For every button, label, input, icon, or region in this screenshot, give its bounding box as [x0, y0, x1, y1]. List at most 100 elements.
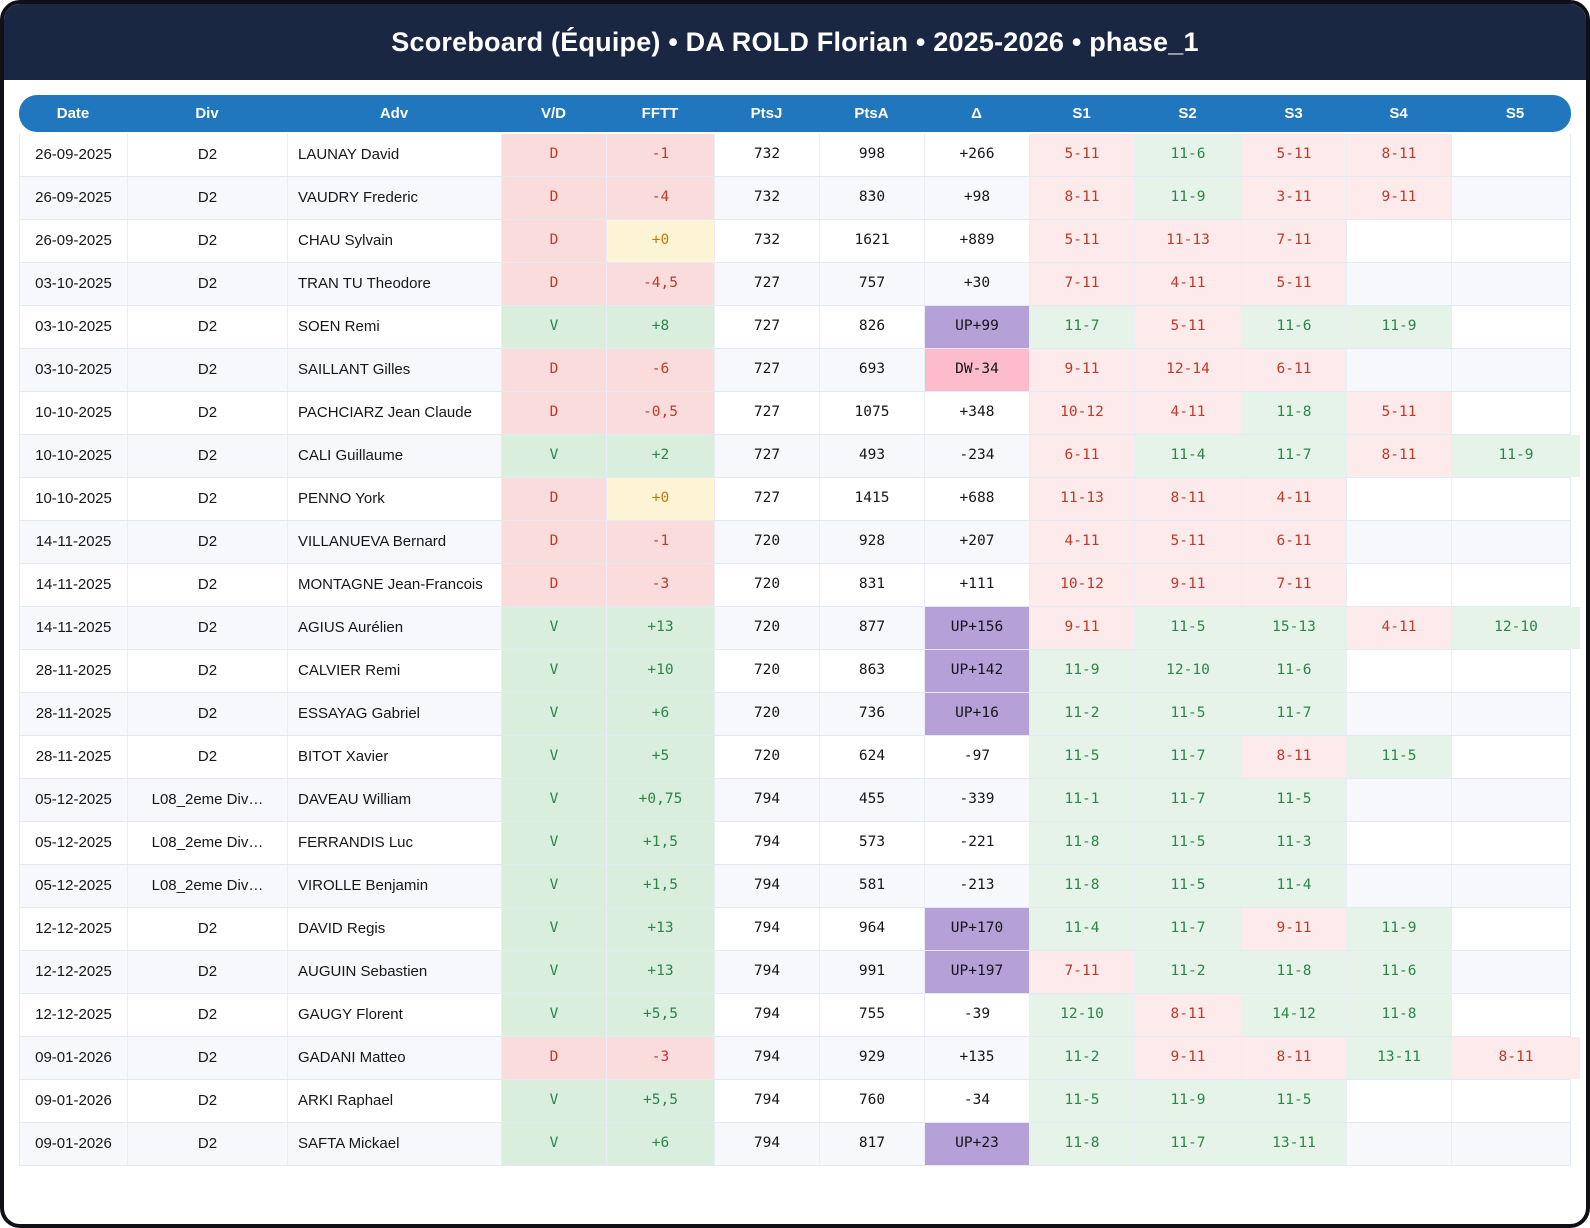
cell-set-s1: 11-8: [1030, 1123, 1135, 1165]
cell-pts-player: 727: [715, 392, 820, 434]
cell-fftt-points: +13: [607, 607, 715, 649]
cell-division: L08_2eme Div…: [128, 779, 288, 821]
table-row: 14-11-2025 D2 VILLANUEVA Bernard D -1 720 928 +…: [20, 521, 1570, 564]
cell-pts-player: 794: [715, 865, 820, 907]
cell-adversary: SAILLANT Gilles: [288, 349, 502, 391]
cell-pts-player: 732: [715, 177, 820, 219]
cell-division: L08_2eme Div…: [128, 865, 288, 907]
cell-win-loss: D: [502, 349, 607, 391]
cell-set-s1: 9-11: [1030, 349, 1135, 391]
cell-set-s1: 8-11: [1030, 177, 1135, 219]
cell-date: 12-12-2025: [20, 951, 128, 993]
title-bar: Scoreboard (Équipe) • DA ROLD Florian • …: [4, 4, 1586, 80]
cell-pts-player: 794: [715, 908, 820, 950]
cell-division: D2: [128, 263, 288, 305]
cell-set-s1: 11-4: [1030, 908, 1135, 950]
cell-set-s5: [1452, 951, 1580, 993]
cell-adversary: LAUNAY David: [288, 134, 502, 176]
cell-pts-adversary: 826: [820, 306, 925, 348]
page-title: Scoreboard (Équipe) • DA ROLD Florian • …: [391, 26, 1199, 57]
table-row: 10-10-2025 D2 PACHCIARZ Jean Claude D -0,5 72…: [20, 392, 1570, 435]
cell-set-s4: 11-9: [1347, 306, 1452, 348]
cell-pts-adversary: 817: [820, 1123, 925, 1165]
cell-pts-adversary: 755: [820, 994, 925, 1036]
cell-fftt-points: -0,5: [607, 392, 715, 434]
cell-adversary: SOEN Remi: [288, 306, 502, 348]
column-header-date: Date: [56, 105, 90, 122]
cell-fftt-points: -3: [607, 1037, 715, 1079]
cell-date: 03-10-2025: [20, 263, 128, 305]
table-row: 14-11-2025 D2 AGIUS Aurélien V +13 720 877 UP+1…: [20, 607, 1580, 650]
cell-set-s4: 5-11: [1347, 392, 1452, 434]
cell-set-s3: 11-5: [1242, 1080, 1347, 1122]
cell-division: D2: [128, 306, 288, 348]
cell-adversary: VIROLLE Benjamin: [288, 865, 502, 907]
cell-set-s2: 8-11: [1135, 478, 1242, 520]
cell-delta: DW-34: [925, 349, 1030, 391]
cell-adversary: AUGUIN Sebastien: [288, 951, 502, 993]
cell-date: 10-10-2025: [20, 478, 128, 520]
cell-set-s3: 11-8: [1242, 392, 1347, 434]
cell-pts-player: 794: [715, 779, 820, 821]
cell-date: 14-11-2025: [20, 564, 128, 606]
table-row: 28-11-2025 D2 BITOT Xavier V +5 720 624 -97 11-5…: [20, 736, 1570, 779]
cell-set-s5: [1452, 134, 1580, 176]
cell-set-s3: 13-11: [1242, 1123, 1347, 1165]
cell-set-s2: 8-11: [1135, 994, 1242, 1036]
cell-date: 12-12-2025: [20, 994, 128, 1036]
cell-set-s4: [1347, 478, 1452, 520]
cell-division: D2: [128, 693, 288, 735]
cell-set-s3: 9-11: [1242, 908, 1347, 950]
cell-set-s3: 11-7: [1242, 693, 1347, 735]
cell-set-s5: [1452, 392, 1580, 434]
cell-delta: +98: [925, 177, 1030, 219]
cell-set-s4: [1347, 1123, 1452, 1165]
cell-pts-player: 794: [715, 822, 820, 864]
cell-delta: +348: [925, 392, 1030, 434]
cell-set-s3: 14-12: [1242, 994, 1347, 1036]
cell-set-s4: 4-11: [1347, 607, 1452, 649]
cell-set-s4: [1347, 1080, 1452, 1122]
cell-adversary: CALI Guillaume: [288, 435, 502, 477]
cell-set-s5: [1452, 1123, 1580, 1165]
cell-set-s3: 5-11: [1242, 134, 1347, 176]
cell-set-s1: 11-9: [1030, 650, 1135, 692]
cell-pts-adversary: 493: [820, 435, 925, 477]
cell-win-loss: V: [502, 306, 607, 348]
cell-fftt-points: -3: [607, 564, 715, 606]
column-header-ptsa: PtsA: [854, 105, 889, 122]
cell-set-s4: 11-6: [1347, 951, 1452, 993]
cell-set-s4: [1347, 521, 1452, 563]
cell-division: D2: [128, 1123, 288, 1165]
cell-win-loss: V: [502, 650, 607, 692]
cell-set-s3: 4-11: [1242, 478, 1347, 520]
cell-date: 28-11-2025: [20, 650, 128, 692]
table-row: 10-10-2025 D2 PENNO York D +0 727 1415 +688 11-1…: [20, 478, 1570, 521]
cell-set-s3: 7-11: [1242, 220, 1347, 262]
cell-win-loss: V: [502, 736, 607, 778]
cell-adversary: FERRANDIS Luc: [288, 822, 502, 864]
cell-delta: -339: [925, 779, 1030, 821]
cell-pts-player: 794: [715, 951, 820, 993]
column-header-s2: S2: [1178, 105, 1197, 122]
cell-set-s2: 11-13: [1135, 220, 1242, 262]
cell-pts-adversary: 964: [820, 908, 925, 950]
table-row: 26-09-2025 D2 VAUDRY Frederic D -4 732 830 +98 8…: [20, 177, 1570, 220]
cell-set-s1: 10-12: [1030, 564, 1135, 606]
cell-division: D2: [128, 177, 288, 219]
cell-fftt-points: +0: [607, 478, 715, 520]
cell-set-s5: [1452, 736, 1580, 778]
cell-set-s5: [1452, 306, 1580, 348]
cell-set-s2: 5-11: [1135, 521, 1242, 563]
cell-pts-adversary: 693: [820, 349, 925, 391]
cell-adversary: PENNO York: [288, 478, 502, 520]
cell-set-s5: [1452, 521, 1580, 563]
cell-set-s2: 11-4: [1135, 435, 1242, 477]
cell-delta: UP+197: [925, 951, 1030, 993]
table-row: 09-01-2026 D2 ARKI Raphael V +5,5 794 760 -34 11…: [20, 1080, 1570, 1123]
cell-set-s3: 11-7: [1242, 435, 1347, 477]
cell-win-loss: D: [502, 220, 607, 262]
cell-date: 28-11-2025: [20, 736, 128, 778]
cell-set-s3: 8-11: [1242, 1037, 1347, 1079]
cell-pts-adversary: 581: [820, 865, 925, 907]
